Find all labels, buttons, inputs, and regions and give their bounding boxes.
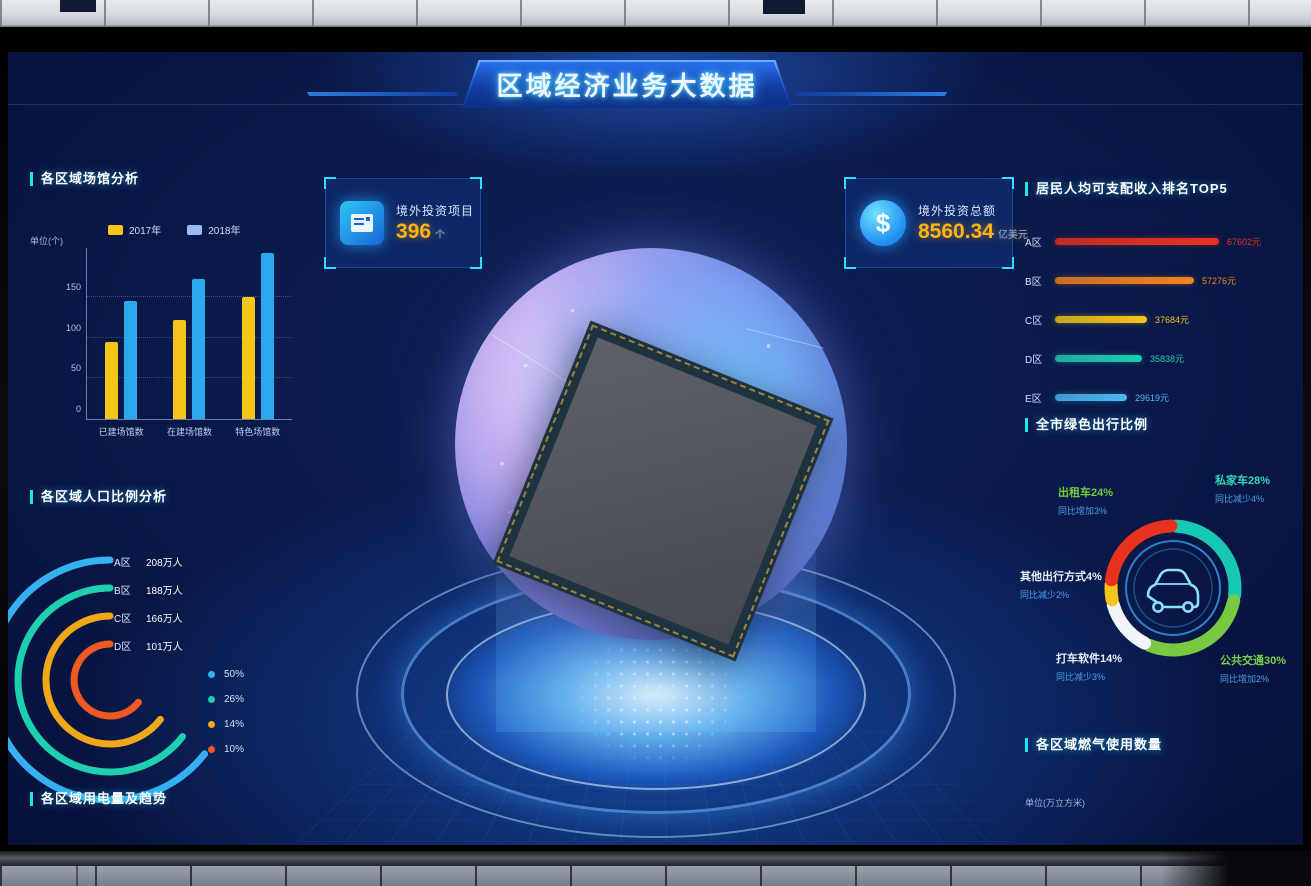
donut-slice bbox=[1106, 598, 1152, 650]
donut-slice bbox=[1105, 519, 1178, 587]
legend-item: 10% bbox=[208, 737, 244, 762]
population-row: A区 208万人 bbox=[100, 552, 183, 570]
bar-2017年[interactable] bbox=[241, 297, 255, 419]
travel-label-taxi: 出租车24% 同比增加3% bbox=[1058, 487, 1114, 516]
panel-title-venues: 各区域场馆分析 bbox=[30, 172, 139, 186]
wall-ledge-bottom bbox=[0, 851, 1311, 886]
legend-item[interactable]: 2018年 bbox=[187, 222, 241, 237]
population-arc bbox=[8, 556, 209, 804]
page-title: 区域经济业务大数据 bbox=[496, 70, 758, 101]
bar-group bbox=[87, 248, 155, 419]
stat-value: 396 个 bbox=[396, 220, 446, 243]
x-category-label: 已建场馆数 bbox=[98, 427, 144, 437]
population-arcs[interactable] bbox=[8, 482, 286, 845]
gas-unit-label: 单位(万立方米) bbox=[1025, 798, 1085, 808]
bar-group bbox=[155, 248, 223, 419]
title-banner: 区域经济业务大数据 bbox=[462, 60, 792, 108]
legend-item: 26% bbox=[208, 687, 244, 712]
travel-donut-chart[interactable] bbox=[1073, 488, 1273, 688]
x-category-label: 在建场馆数 bbox=[166, 427, 212, 437]
income-row[interactable]: C区 37684元 bbox=[1025, 315, 1190, 327]
venues-legend: 2017年 2018年 bbox=[108, 222, 241, 237]
banner-wing-right bbox=[794, 92, 948, 96]
stat-label: 境外投资总额 bbox=[918, 204, 997, 218]
bar-2017年[interactable] bbox=[173, 320, 187, 419]
income-bar-list[interactable]: A区 67602元 B区 57276元 C区 37684元 D区 35838元 E区 29619元 bbox=[1025, 222, 1297, 417]
legend-item: 14% bbox=[208, 712, 244, 737]
wall-mount-left bbox=[60, 0, 96, 12]
donut-slice bbox=[1143, 594, 1241, 657]
venue-bar-plot[interactable]: 0 50 100 150 已建场馆数 在建场馆数 特色场馆数 bbox=[66, 248, 292, 437]
panel-title-income: 居民人均可支配收入排名TOP5 bbox=[1025, 182, 1228, 196]
travel-label-private-car: 私家车28% 同比减少4% bbox=[1215, 475, 1271, 504]
population-arc bbox=[14, 584, 186, 776]
tv-bezel: 区域经济业务大数据 各区域场馆分析 单位(个) 2017年 2018年 0 50 10… bbox=[0, 27, 1311, 851]
population-row: B区 188万人 bbox=[100, 580, 183, 598]
bar-2018年[interactable] bbox=[192, 279, 206, 419]
population-legend: 50% 26% 14% 10% bbox=[208, 662, 244, 762]
x-category-label: 特色场馆数 bbox=[235, 427, 281, 437]
statbox-overseas-total: $ 境外投资总额 8560.34 亿美元 bbox=[844, 177, 1028, 269]
travel-label-public-transit: 公共交通30% 同比增加2% bbox=[1220, 655, 1287, 684]
car-icon bbox=[1146, 568, 1200, 613]
population-row-list: A区 208万人 B区 188万人 C区 166万人 D区 101万人 bbox=[100, 552, 183, 664]
y-tick: 0 bbox=[75, 404, 81, 414]
population-row: D区 101万人 bbox=[100, 636, 183, 654]
stat-unit: 亿美元 bbox=[997, 230, 1028, 241]
donut-slices bbox=[1104, 519, 1242, 657]
population-arc bbox=[70, 640, 142, 720]
legend-item: 50% bbox=[208, 662, 244, 687]
platform-dot-matrix bbox=[576, 632, 741, 762]
donut-slice bbox=[1169, 519, 1242, 602]
panel-title-travel: 全市绿色出行比例 bbox=[1025, 418, 1148, 432]
bar-2017年[interactable] bbox=[105, 341, 119, 419]
dollar-icon: $ bbox=[860, 200, 906, 246]
y-tick: 150 bbox=[65, 282, 81, 293]
statbox-overseas-projects: 境外投资项目 396 个 bbox=[324, 177, 482, 269]
bar-group bbox=[224, 248, 292, 419]
travel-label-ride-hailing: 打车软件14% 同比减少3% bbox=[1056, 653, 1123, 682]
folder-doc-icon bbox=[340, 201, 384, 245]
stat-unit: 个 bbox=[435, 230, 446, 241]
income-row[interactable]: A区 67602元 bbox=[1025, 237, 1262, 249]
bar-2018年[interactable] bbox=[260, 252, 274, 419]
donut-inner-ring bbox=[1125, 540, 1221, 636]
population-row: C区 166万人 bbox=[100, 608, 183, 626]
income-row[interactable]: D区 35838元 bbox=[1025, 354, 1185, 366]
income-row[interactable]: E区 29619元 bbox=[1025, 393, 1170, 405]
stat-label: 境外投资项目 bbox=[396, 204, 475, 218]
panel-title-gas: 各区域燃气使用数量 bbox=[1025, 738, 1162, 752]
stat-value: 8560.34 亿美元 bbox=[918, 220, 1028, 243]
venues-unit-label: 单位(个) bbox=[30, 236, 63, 246]
wall-shadow-corner bbox=[1161, 851, 1311, 886]
y-tick: 100 bbox=[65, 322, 81, 333]
wall-mount-center bbox=[763, 0, 805, 14]
population-arc bbox=[42, 612, 164, 748]
bar-2018年[interactable] bbox=[124, 301, 138, 419]
wall-tiles-top bbox=[0, 0, 1311, 27]
panel-title-population: 各区域人口比例分析 bbox=[30, 490, 167, 504]
panel-title-electricity: 各区域用电量及趋势 bbox=[30, 792, 167, 806]
income-row[interactable]: B区 57276元 bbox=[1025, 276, 1237, 288]
legend-item[interactable]: 2017年 bbox=[108, 222, 161, 237]
banner-wing-left bbox=[306, 92, 460, 96]
travel-label-other-modes: 其他出行方式4% 同比减少2% bbox=[1020, 571, 1102, 600]
wall-tiles-bottom bbox=[0, 866, 1311, 886]
y-tick: 50 bbox=[70, 363, 81, 374]
dashboard-screen: 区域经济业务大数据 各区域场馆分析 单位(个) 2017年 2018年 0 50 10… bbox=[8, 52, 1303, 845]
donut-slice bbox=[1104, 578, 1119, 607]
